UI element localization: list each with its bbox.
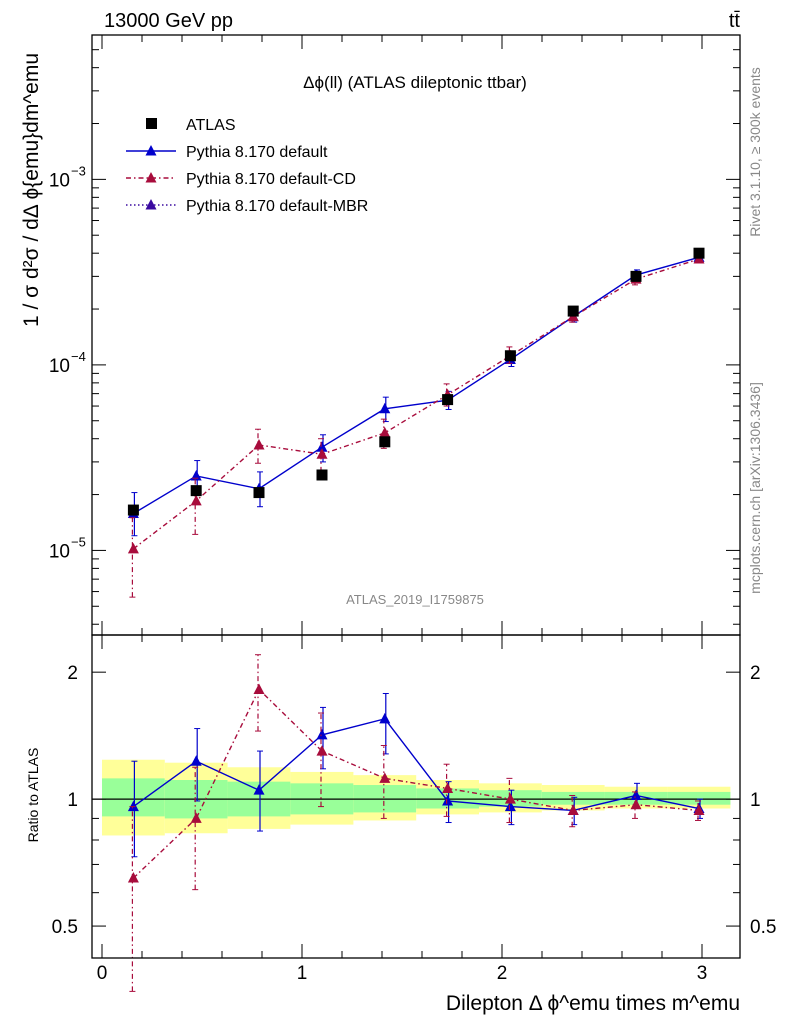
ratio-y-tick-label-right: 1 [750,790,761,811]
ratio-pythia-8-170-default-point [190,755,202,766]
ratio-y-tick-label: 2 [67,663,78,684]
main-pythia-8-170-default-line [133,256,700,515]
x-axis-label: Dilepton Δ ϕ^emu times m^emu [446,992,740,1015]
main-pythia-8-170-default-cd-point [253,438,265,450]
ratio-pythia-8-170-default-point [630,789,642,800]
main-pythia-8-170-default-cd-line [132,258,700,550]
atlas-data-point [630,270,642,282]
atlas-data-point [127,504,139,516]
ratio-axes: 2 2 1 1 0.5 0.5 0 1 2 3 [52,634,776,984]
ratio-pythia-8-170-default-cd-point [567,804,579,815]
atlas-data-point [567,305,579,317]
x-tick-label: 0 [97,963,108,984]
atlas-data-point [190,485,202,497]
main-pythia-8-170-default-point [316,441,328,452]
legend-label: ATLAS [186,117,236,134]
ratio-plot-marks [92,654,740,992]
ratio-pythia-8-170-default-point [379,712,391,724]
ratio-pythia-8-170-default-cd-point [190,812,202,823]
legend-label: Pythia 8.170 default-MBR [186,198,368,215]
y-tick-label-exponent: −4 [71,349,86,364]
energy-label: 13000 GeV pp [104,10,233,32]
ratio-y-tick-label-right: 0.5 [750,917,776,938]
atlas-data-point [693,247,705,259]
x-tick-label: 1 [297,963,308,984]
ratio-y-axis-label: Ratio to ATLAS [25,748,41,843]
atlas-data-point [442,394,454,406]
y-tick-label-exponent: −3 [71,163,86,178]
atlas-data-point [316,469,328,481]
ratio-pythia-8-170-default-cd-point [253,683,265,694]
uncertainty-band-inner [541,791,605,805]
mcplots-label: mcplots.cern.ch [arXiv:1306.3436] [747,382,763,594]
legend-label: Pythia 8.170 default-CD [186,171,356,188]
atlas-data-point [253,487,265,499]
y-tick-label: 10 [49,356,70,377]
main-pythia-8-170-default-cd-point [316,448,328,459]
atlas-data-point [504,350,516,362]
ratio-pythia-8-170-default-cd-point [442,782,454,793]
ratio-pythia-8-170-default-cd-point [379,772,391,783]
x-tick-label: 2 [497,963,508,984]
ratio-y-tick-label: 0.5 [52,917,78,938]
legend: ATLAS Pythia 8.170 default Pythia 8.170 de… [126,117,368,215]
ratio-frame [91,634,741,959]
main-plot-title: Δϕ(ll) (ATLAS dileptonic ttbar) [303,73,527,92]
ratio-pythia-8-170-default-point [504,800,516,812]
y-tick-label-exponent: −5 [71,534,86,549]
y-tick-label: 10 [49,541,70,562]
ratio-pythia-8-170-default-point [442,794,454,806]
ratio-pythia-8-170-default-cd-point [693,804,705,815]
ratio-pythia-8-170-default-cd-point [504,793,516,804]
ratio-pythia-8-170-default-point [253,784,265,795]
ratio-pythia-8-170-default-cd-point [316,745,328,756]
ratio-pythia-8-170-default-line [132,718,700,812]
main-plot-marks [127,247,705,598]
process-label: tt̄ [729,10,741,32]
y-axis-label: 1 / σ d²σ / dΔ ϕ{emu}dm^emu [20,53,43,327]
ratio-y-tick-label: 1 [67,790,78,811]
ratio-pythia-8-170-default-cd-point [630,798,642,810]
ratio-panel: 2 2 1 1 0.5 0.5 0 1 2 3 Ratio to ATLAS Dilepton Δ… [25,634,776,1015]
plot-watermark: ATLAS_2019_I1759875 [346,592,484,607]
ratio-pythia-8-170-default-point [127,800,139,812]
main-pythia-8-170-default-point [190,469,202,481]
rivet-label: Rivet 3.1.10, ≥ 300k events [747,67,763,237]
x-tick-label: 3 [697,963,708,984]
legend-label: Pythia 8.170 default [186,144,328,161]
ratio-y-tick-label-right: 2 [750,663,761,684]
main-pythia-8-170-default-cd-point [127,542,139,554]
legend-marker [146,118,157,129]
legend-marker [145,172,157,183]
ratio-pythia-8-170-default-cd-line [132,688,700,879]
y-tick-label: 10 [49,170,70,191]
atlas-data-point [379,436,391,448]
main-panel: 10−310−410−5 Δϕ(ll) (ATLAS dileptonic tt… [20,34,741,636]
ratio-pythia-8-170-default-point [316,728,328,740]
ratio-pythia-8-170-default-cd-point [127,872,139,883]
main-pythia-8-170-default-cd-point [190,494,202,506]
legend-marker [145,145,157,156]
uncertainty-band-inner [667,791,731,805]
main-pythia-8-170-default-point [379,402,391,414]
legend-marker [145,199,157,210]
main-pythia-8-170-default-cd-point [379,426,391,438]
